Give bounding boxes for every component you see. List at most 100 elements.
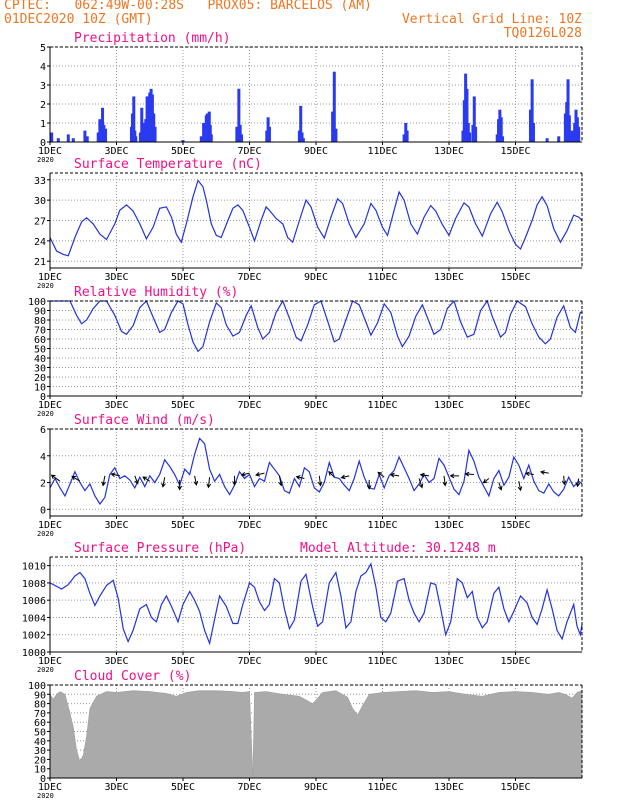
ytick-label: 90 bbox=[34, 690, 46, 701]
ytick-label: 60 bbox=[34, 718, 46, 729]
ytick-label: 2 bbox=[40, 100, 46, 111]
wind-arrow bbox=[389, 472, 400, 478]
precip-bar bbox=[499, 117, 503, 142]
xtick-label: 7DEC bbox=[237, 400, 261, 411]
wind-arrow bbox=[464, 471, 474, 477]
precip-bar bbox=[557, 136, 561, 142]
ytick-label: 90 bbox=[34, 307, 46, 318]
wind-arrow bbox=[377, 471, 385, 478]
xtick-label: 1DEC bbox=[38, 400, 62, 411]
header-run-id: TQ0126L028 bbox=[503, 26, 582, 41]
xtick-label: 7DEC bbox=[237, 272, 261, 283]
ytick-label: 21 bbox=[34, 257, 46, 268]
precip-bar bbox=[402, 134, 406, 142]
wind-arrow bbox=[539, 470, 549, 475]
ytick-label: 100 bbox=[28, 297, 46, 308]
wind-arrow bbox=[278, 475, 283, 487]
ytick-label: 100 bbox=[28, 681, 46, 692]
precip-bar bbox=[474, 126, 478, 142]
ytick-label: 0 bbox=[40, 392, 46, 403]
precip-bar bbox=[209, 134, 213, 142]
xtick-label: 1DEC bbox=[38, 146, 62, 157]
precip-bar bbox=[577, 126, 581, 142]
wind-arrow bbox=[50, 474, 61, 482]
ytick-label: 4 bbox=[40, 62, 46, 73]
wind-arrow bbox=[524, 471, 534, 477]
xtick-label: 5DEC bbox=[171, 146, 195, 157]
precip-bar bbox=[472, 96, 476, 142]
ytick-label: 10 bbox=[34, 765, 46, 776]
wind-arrow bbox=[419, 472, 430, 478]
xtick-label: 3DEC bbox=[104, 782, 128, 793]
year-label: 2020 bbox=[37, 282, 54, 290]
xtick-label: 13DEC bbox=[434, 520, 464, 531]
header-grid-line-note: Vertical Grid Line: 10Z bbox=[401, 12, 582, 27]
wind-arrow bbox=[340, 474, 350, 480]
xtick-label: 3DEC bbox=[104, 272, 128, 283]
ytick-label: 1 bbox=[40, 119, 46, 130]
ytick-label: 30 bbox=[34, 746, 46, 757]
wind-arrow bbox=[193, 475, 199, 486]
xtick-label: 13DEC bbox=[434, 146, 464, 157]
series-line bbox=[50, 299, 582, 353]
wind-arrow bbox=[161, 477, 166, 488]
precip-bar bbox=[301, 138, 305, 142]
xtick-label: 15DEC bbox=[500, 272, 530, 283]
xtick-label: 9DEC bbox=[304, 400, 328, 411]
ytick-label: 3 bbox=[40, 81, 46, 92]
series-line bbox=[49, 562, 583, 646]
xtick-label: 11DEC bbox=[367, 520, 397, 531]
xtick-label: 7DEC bbox=[237, 782, 261, 793]
ytick-label: 70 bbox=[34, 326, 46, 337]
xtick-label: 3DEC bbox=[104, 656, 128, 667]
precip-bar bbox=[300, 132, 304, 142]
year-label: 2020 bbox=[37, 530, 54, 538]
wind-arrow bbox=[71, 475, 81, 482]
xtick-label: 15DEC bbox=[500, 656, 530, 667]
ytick-label: 1010 bbox=[22, 562, 46, 573]
xtick-label: 11DEC bbox=[367, 272, 397, 283]
xtick-label: 9DEC bbox=[304, 782, 328, 793]
precip-bar bbox=[102, 124, 106, 142]
precip-bar bbox=[50, 132, 54, 142]
xtick-label: 9DEC bbox=[304, 272, 328, 283]
xtick-label: 13DEC bbox=[434, 656, 464, 667]
xtick-label: 5DEC bbox=[171, 520, 195, 531]
precip-bar bbox=[570, 130, 574, 142]
precip-bar bbox=[237, 88, 241, 142]
year-label: 2020 bbox=[37, 666, 54, 674]
xtick-label: 9DEC bbox=[304, 146, 328, 157]
wind-arrow bbox=[449, 473, 459, 479]
precip-bar bbox=[545, 138, 549, 142]
ytick-label: 20 bbox=[34, 755, 46, 766]
precip-bar bbox=[181, 140, 185, 142]
precip-bar bbox=[465, 88, 469, 142]
xtick-label: 7DEC bbox=[237, 146, 261, 157]
panel-title: Surface Temperature (nC) bbox=[74, 157, 262, 172]
series-line bbox=[49, 179, 583, 257]
precip-bar bbox=[531, 123, 535, 142]
ytick-label: 20 bbox=[34, 373, 46, 384]
precip-bar bbox=[501, 136, 505, 142]
xtick-label: 5DEC bbox=[171, 782, 195, 793]
ytick-label: 50 bbox=[34, 728, 46, 739]
xtick-label: 11DEC bbox=[367, 656, 397, 667]
precip-bar bbox=[567, 115, 571, 142]
xtick-label: 1DEC bbox=[38, 520, 62, 531]
precip-bar bbox=[528, 109, 532, 142]
header-datetime: 01DEC2020 10Z (GMT) bbox=[4, 12, 153, 27]
panel-title: Cloud Cover (%) bbox=[74, 669, 191, 684]
ytick-label: 6 bbox=[40, 425, 46, 436]
ytick-label: 5 bbox=[40, 43, 46, 54]
xtick-label: 15DEC bbox=[500, 520, 530, 531]
precip-bar bbox=[85, 136, 89, 142]
ytick-label: 0 bbox=[40, 774, 46, 785]
wind-arrow bbox=[177, 479, 183, 491]
wind-arrow bbox=[142, 476, 151, 482]
year-label: 2020 bbox=[37, 156, 54, 164]
panel-title: Relative Humidity (%) bbox=[74, 285, 238, 300]
ytick-label: 60 bbox=[34, 335, 46, 346]
cloud-area bbox=[49, 690, 583, 779]
